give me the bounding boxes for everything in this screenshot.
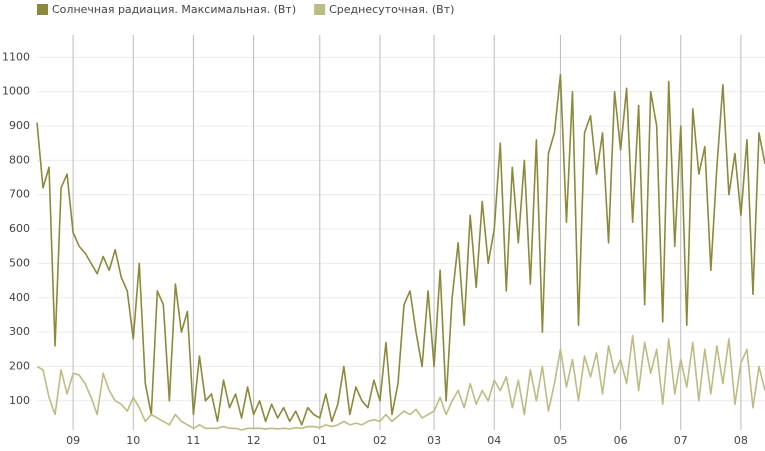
series-line: [36, 334, 765, 431]
legend-swatch: [37, 4, 48, 15]
y-tick-label: 800: [9, 153, 30, 166]
y-tick-label: 600: [9, 222, 30, 235]
x-tick-label: 07: [674, 434, 688, 447]
y-tick-label: 300: [9, 325, 30, 338]
legend-label: Среднесуточная. (Вт): [329, 3, 454, 16]
x-tick-label: 11: [186, 434, 200, 447]
x-tick-label: 08: [734, 434, 748, 447]
y-tick-label: 500: [9, 256, 30, 269]
legend-label: Солнечная радиация. Максимальная. (Вт): [52, 3, 296, 16]
x-tick-label: 04: [487, 434, 501, 447]
x-tick-label: 12: [247, 434, 261, 447]
y-tick-label: 1000: [2, 85, 30, 98]
y-tick-label: 700: [9, 188, 30, 201]
x-tick-label: 10: [126, 434, 140, 447]
series-line: [36, 73, 765, 426]
x-tick-label: 02: [373, 434, 387, 447]
x-tick-label: 01: [313, 434, 327, 447]
x-tick-label: 05: [553, 434, 567, 447]
x-tick-label: 06: [614, 434, 628, 447]
x-tick-label: 09: [66, 434, 80, 447]
x-tick-label: 03: [427, 434, 441, 447]
y-tick-label: 900: [9, 119, 30, 132]
y-tick-label: 100: [9, 394, 30, 407]
legend-swatch: [314, 4, 326, 15]
y-tick-label: 1100: [2, 50, 30, 63]
y-tick-label: 200: [9, 359, 30, 372]
y-tick-label: 400: [9, 291, 30, 304]
